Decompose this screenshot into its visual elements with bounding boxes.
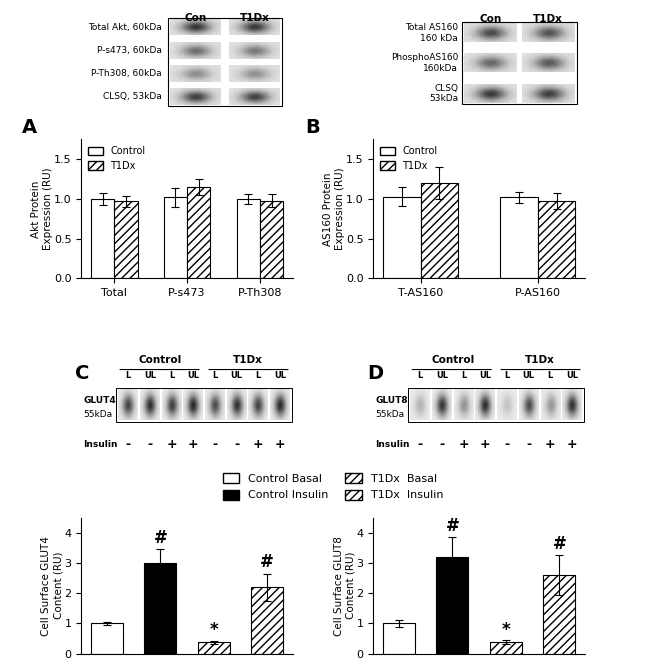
Text: -: - (417, 438, 422, 452)
Bar (251, 587, 283, 654)
Text: L: L (504, 371, 510, 380)
Text: +: + (253, 438, 263, 452)
Text: 55kDa: 55kDa (83, 410, 112, 419)
Bar (91, 624, 123, 654)
Bar (237, 199, 260, 279)
Text: +: + (545, 438, 556, 452)
Text: UL: UL (144, 371, 156, 380)
Text: Insulin: Insulin (376, 440, 410, 450)
Text: #: # (153, 529, 167, 547)
Text: P-s473, 60kDa: P-s473, 60kDa (97, 46, 162, 55)
Text: T1Dx: T1Dx (240, 13, 270, 23)
Bar (383, 624, 415, 654)
Text: Insulin: Insulin (83, 440, 118, 450)
Text: #: # (445, 517, 460, 535)
Text: UL: UL (187, 371, 199, 380)
Bar (164, 197, 187, 279)
Bar (436, 557, 469, 654)
Text: A: A (22, 117, 37, 137)
Text: Control: Control (431, 355, 474, 365)
Text: Total AS160
160 kDa: Total AS160 160 kDa (405, 23, 458, 43)
Text: -: - (234, 438, 239, 452)
Text: UL: UL (231, 371, 242, 380)
Text: -: - (526, 438, 531, 452)
Y-axis label: Cell Surface GLUT4
Content (RU): Cell Surface GLUT4 Content (RU) (42, 536, 63, 636)
Text: Total Akt, 60kDa: Total Akt, 60kDa (88, 23, 162, 32)
Text: Con: Con (480, 14, 502, 24)
Bar (260, 201, 283, 279)
Text: L: L (125, 371, 131, 380)
Text: D: D (367, 364, 383, 383)
Bar (168, 18, 282, 106)
Bar (538, 201, 575, 279)
Bar (91, 199, 114, 279)
Text: +: + (275, 438, 285, 452)
Text: -: - (125, 438, 131, 452)
Text: #: # (552, 535, 566, 553)
Text: Control: Control (139, 355, 182, 365)
Text: L: L (417, 371, 422, 380)
Text: PhosphoAS160
160kDa: PhosphoAS160 160kDa (391, 53, 458, 73)
Bar (116, 388, 292, 422)
Text: CLSQ
53kDa: CLSQ 53kDa (429, 83, 458, 103)
Text: C: C (75, 364, 89, 383)
Text: B: B (306, 117, 320, 137)
Text: -: - (147, 438, 152, 452)
Text: Con: Con (185, 13, 207, 23)
Bar (421, 183, 458, 279)
Text: UL: UL (436, 371, 448, 380)
Legend: Control, T1Dx: Control, T1Dx (378, 144, 439, 173)
Text: +: + (567, 438, 577, 452)
Text: T1Dx: T1Dx (525, 355, 554, 365)
Text: -: - (213, 438, 217, 452)
Bar (408, 388, 584, 422)
Text: CLSQ, 53kDa: CLSQ, 53kDa (103, 92, 162, 101)
Text: +: + (458, 438, 469, 452)
Text: +: + (166, 438, 177, 452)
Text: *: * (502, 621, 510, 639)
Text: L: L (548, 371, 553, 380)
Text: L: L (255, 371, 261, 380)
Bar (198, 642, 230, 654)
Y-axis label: Akt Protein
Expression (RU): Akt Protein Expression (RU) (31, 167, 53, 250)
Bar (490, 642, 522, 654)
Legend: Control, T1Dx: Control, T1Dx (86, 144, 148, 173)
Bar (500, 197, 538, 279)
Text: L: L (461, 371, 466, 380)
Text: UL: UL (523, 371, 535, 380)
Text: +: + (480, 438, 491, 452)
Text: *: * (209, 622, 218, 640)
Text: #: # (260, 553, 274, 571)
Text: GLUT8: GLUT8 (376, 396, 408, 406)
Bar (462, 22, 577, 104)
Text: L: L (213, 371, 218, 380)
Bar (144, 563, 176, 654)
Text: +: + (188, 438, 198, 452)
Text: -: - (439, 438, 445, 452)
Text: T1Dx: T1Dx (533, 14, 563, 24)
Text: T1Dx: T1Dx (233, 355, 263, 365)
Text: P-Th308, 60kDa: P-Th308, 60kDa (91, 69, 162, 78)
Bar (187, 187, 211, 279)
Y-axis label: Cell Surface GLUT8
Content (RU): Cell Surface GLUT8 Content (RU) (333, 536, 355, 636)
Text: UL: UL (479, 371, 491, 380)
Text: -: - (504, 438, 510, 452)
Y-axis label: AS160 Protein
Expression (RU): AS160 Protein Expression (RU) (323, 167, 345, 250)
Legend: Control Basal, Control Insulin, T1Dx  Basal, T1Dx  Insulin: Control Basal, Control Insulin, T1Dx Bas… (218, 469, 448, 505)
Text: UL: UL (274, 371, 286, 380)
Text: GLUT4: GLUT4 (83, 396, 116, 406)
Text: 55kDa: 55kDa (376, 410, 404, 419)
Bar (114, 201, 138, 279)
Text: L: L (169, 371, 174, 380)
Bar (543, 575, 575, 654)
Text: UL: UL (566, 371, 578, 380)
Bar (383, 197, 421, 279)
